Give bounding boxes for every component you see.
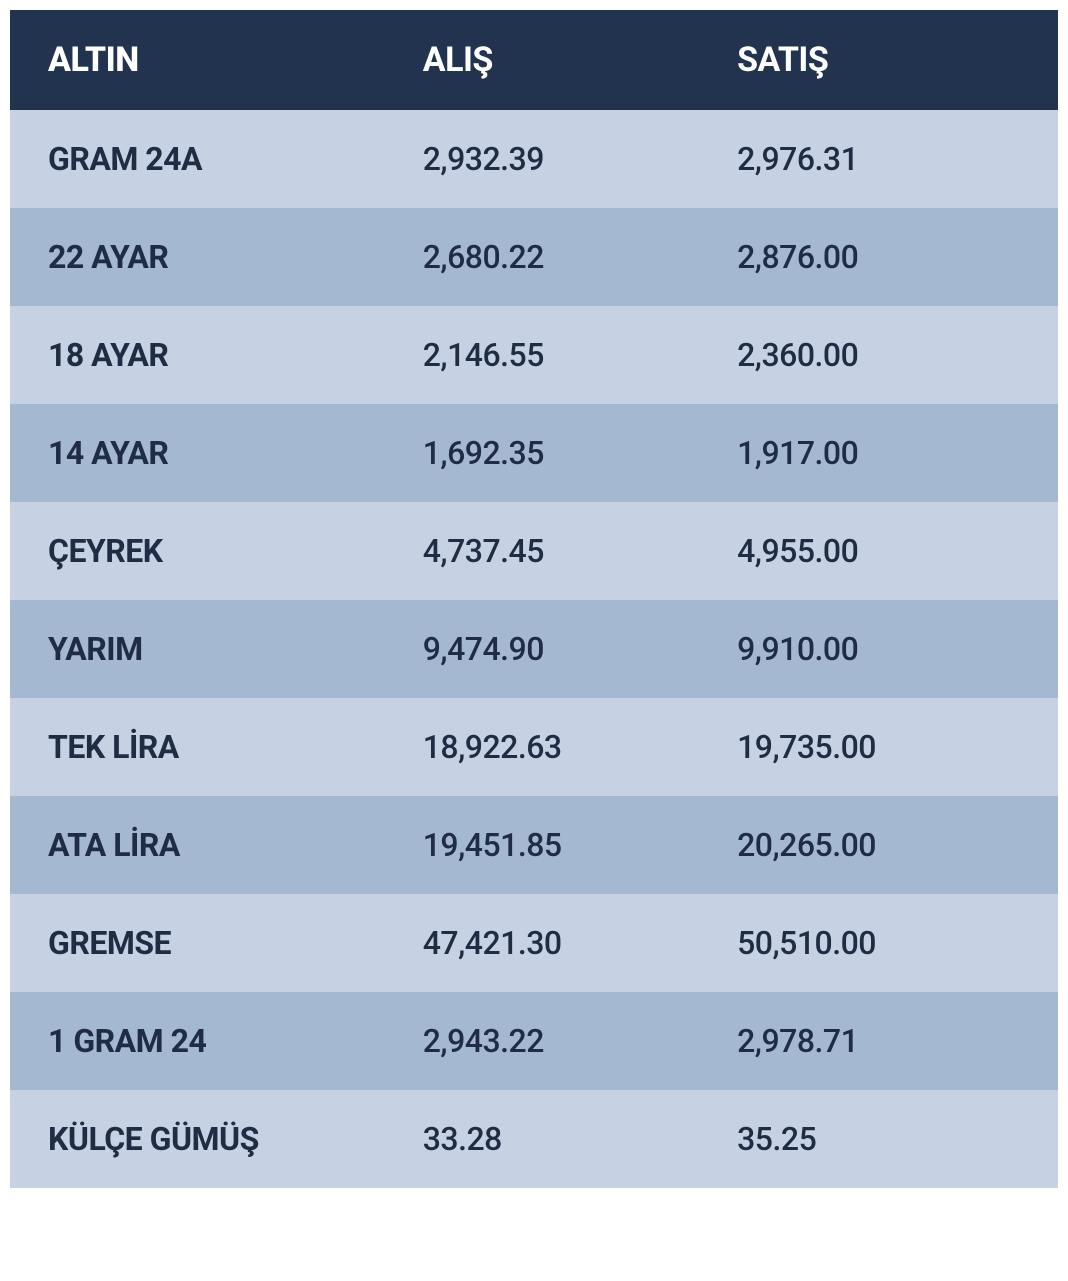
table-row: GREMSE47,421.3050,510.00 bbox=[10, 894, 1058, 992]
cell-sell: 50,510.00 bbox=[733, 894, 1058, 992]
cell-buy: 1,692.35 bbox=[419, 404, 733, 502]
cell-buy: 2,680.22 bbox=[419, 208, 733, 306]
table-row: ATA LİRA19,451.8520,265.00 bbox=[10, 796, 1058, 894]
table-body: GRAM 24A2,932.392,976.3122 AYAR2,680.222… bbox=[10, 110, 1058, 1188]
header-cell-name: ALTIN bbox=[10, 10, 419, 110]
cell-buy: 2,943.22 bbox=[419, 992, 733, 1090]
table-row: TEK LİRA18,922.6319,735.00 bbox=[10, 698, 1058, 796]
cell-sell: 1,917.00 bbox=[733, 404, 1058, 502]
cell-sell: 35.25 bbox=[733, 1090, 1058, 1188]
cell-name: KÜLÇE GÜMÜŞ bbox=[10, 1090, 419, 1188]
header-cell-buy: ALIŞ bbox=[419, 10, 733, 110]
table-row: GRAM 24A2,932.392,976.31 bbox=[10, 110, 1058, 208]
cell-buy: 4,737.45 bbox=[419, 502, 733, 600]
table-row: ÇEYREK4,737.454,955.00 bbox=[10, 502, 1058, 600]
cell-name: ATA LİRA bbox=[10, 796, 419, 894]
cell-buy: 18,922.63 bbox=[419, 698, 733, 796]
cell-buy: 2,146.55 bbox=[419, 306, 733, 404]
cell-buy: 19,451.85 bbox=[419, 796, 733, 894]
cell-name: GRAM 24A bbox=[10, 110, 419, 208]
cell-sell: 9,910.00 bbox=[733, 600, 1058, 698]
cell-sell: 2,976.31 bbox=[733, 110, 1058, 208]
table-row: KÜLÇE GÜMÜŞ33.2835.25 bbox=[10, 1090, 1058, 1188]
cell-sell: 2,978.71 bbox=[733, 992, 1058, 1090]
gold-price-table: ALTIN ALIŞ SATIŞ GRAM 24A2,932.392,976.3… bbox=[10, 10, 1058, 1188]
table-row: 14 AYAR1,692.351,917.00 bbox=[10, 404, 1058, 502]
cell-name: YARIM bbox=[10, 600, 419, 698]
header-cell-sell: SATIŞ bbox=[733, 10, 1058, 110]
cell-name: 22 AYAR bbox=[10, 208, 419, 306]
cell-buy: 2,932.39 bbox=[419, 110, 733, 208]
table-row: 22 AYAR2,680.222,876.00 bbox=[10, 208, 1058, 306]
cell-sell: 4,955.00 bbox=[733, 502, 1058, 600]
cell-name: 18 AYAR bbox=[10, 306, 419, 404]
table-row: 1 GRAM 242,943.222,978.71 bbox=[10, 992, 1058, 1090]
cell-buy: 33.28 bbox=[419, 1090, 733, 1188]
cell-name: GREMSE bbox=[10, 894, 419, 992]
cell-sell: 2,360.00 bbox=[733, 306, 1058, 404]
table-row: 18 AYAR2,146.552,360.00 bbox=[10, 306, 1058, 404]
cell-name: 14 AYAR bbox=[10, 404, 419, 502]
cell-sell: 20,265.00 bbox=[733, 796, 1058, 894]
cell-name: TEK LİRA bbox=[10, 698, 419, 796]
cell-name: ÇEYREK bbox=[10, 502, 419, 600]
cell-buy: 47,421.30 bbox=[419, 894, 733, 992]
cell-sell: 2,876.00 bbox=[733, 208, 1058, 306]
table-row: YARIM9,474.909,910.00 bbox=[10, 600, 1058, 698]
cell-buy: 9,474.90 bbox=[419, 600, 733, 698]
cell-name: 1 GRAM 24 bbox=[10, 992, 419, 1090]
table-header-row: ALTIN ALIŞ SATIŞ bbox=[10, 10, 1058, 110]
cell-sell: 19,735.00 bbox=[733, 698, 1058, 796]
